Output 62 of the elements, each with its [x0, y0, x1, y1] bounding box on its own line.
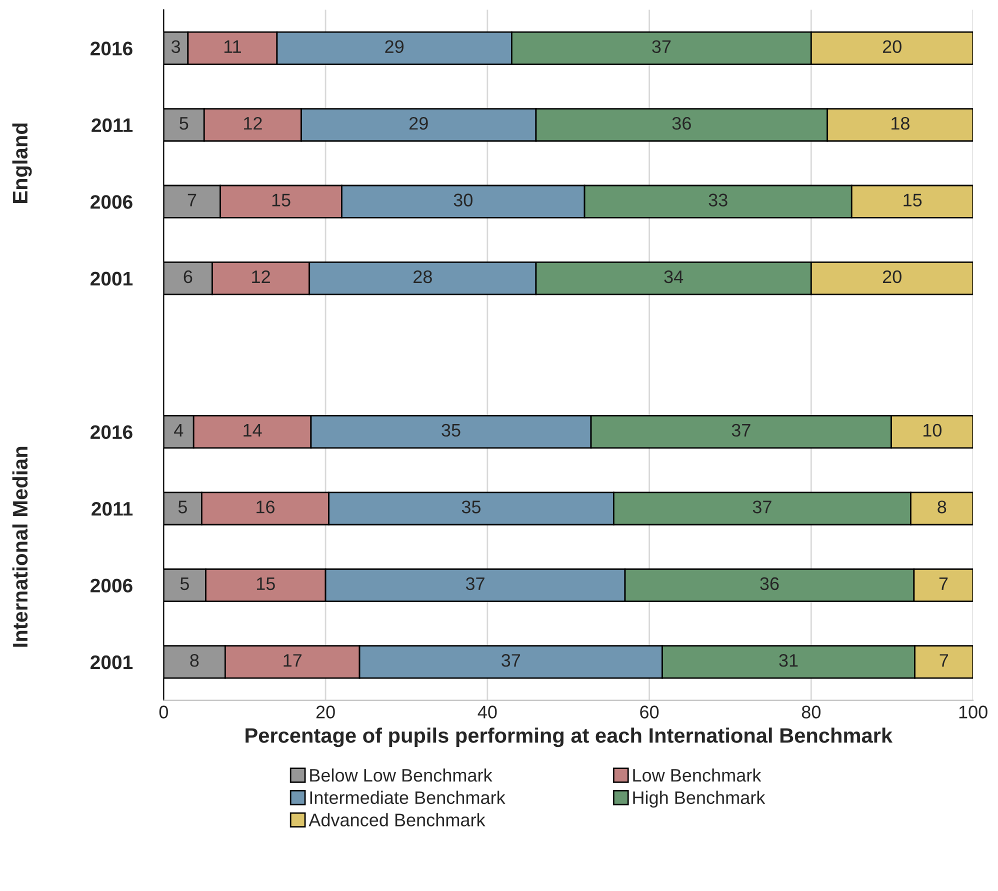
data-label: 30 — [454, 194, 472, 206]
data-label: 33 — [708, 194, 728, 206]
y-tick-label: 2001 — [90, 272, 133, 286]
data-label: 35 — [462, 500, 481, 514]
data-label: 34 — [664, 270, 684, 284]
data-label: 12 — [244, 116, 262, 130]
data-label: 20 — [882, 40, 902, 54]
data-label: 3 — [171, 40, 180, 54]
x-tick-label: 100 — [959, 706, 988, 718]
y-tick-label: 2016 — [90, 425, 132, 440]
x-tick-label: 20 — [316, 706, 335, 718]
y-tick-label: 2006 — [90, 578, 132, 592]
y-tick-label: 2011 — [92, 118, 133, 132]
data-label: 37 — [732, 424, 750, 437]
data-label: 35 — [442, 424, 460, 437]
data-label: 37 — [466, 577, 484, 590]
data-label: 36 — [760, 577, 779, 590]
data-label: 37 — [752, 500, 772, 514]
data-label: 15 — [904, 194, 922, 206]
data-label: 8 — [190, 654, 199, 667]
y-tick-label: 2016 — [90, 42, 132, 56]
data-label: 37 — [652, 40, 671, 54]
text: International Median — [12, 446, 28, 647]
data-label: 7 — [939, 577, 948, 590]
data-label: 6 — [184, 270, 192, 284]
data-label: 5 — [178, 500, 187, 514]
y-tick-label: 2006 — [90, 195, 132, 209]
data-label: 15 — [272, 194, 290, 206]
data-label: 31 — [779, 654, 798, 667]
data-label: 36 — [672, 116, 691, 130]
text: England — [12, 124, 32, 203]
x-tick-label: 60 — [640, 706, 659, 718]
legend-label: High Benchmark — [633, 790, 766, 808]
x-tick-label: 0 — [159, 706, 168, 718]
data-label: 11 — [224, 40, 241, 53]
data-label: 37 — [502, 654, 520, 667]
data-label: 7 — [940, 654, 948, 667]
legend-label: Intermediate Benchmark — [310, 790, 506, 804]
data-label: 15 — [256, 577, 275, 590]
y-tick-label: 2011 — [92, 502, 133, 516]
data-label: 29 — [409, 116, 428, 130]
y-tick-label: 2001 — [90, 655, 133, 670]
legend-label: Below Low Benchmark — [310, 768, 492, 782]
data-label: 20 — [882, 270, 902, 284]
x-tick-label: 40 — [478, 706, 497, 718]
data-label: 12 — [252, 270, 270, 284]
data-label: 5 — [180, 117, 188, 130]
legend-label: Low Benchmark — [633, 768, 762, 782]
data-label: 4 — [174, 424, 184, 436]
x-axis-title: Percentage of pupils performing at each International Benchmark — [246, 728, 893, 748]
legend-label: Advanced Benchmark — [308, 813, 486, 826]
data-label: 10 — [924, 424, 942, 437]
data-label: 8 — [938, 500, 946, 514]
data-label: 29 — [385, 40, 404, 54]
data-label: 7 — [188, 194, 196, 206]
data-label: 5 — [180, 577, 189, 590]
data-label: 28 — [414, 270, 432, 284]
data-label: 18 — [892, 116, 910, 130]
data-label: 14 — [244, 424, 262, 436]
x-tick-label: 80 — [802, 706, 821, 718]
data-label: 17 — [284, 654, 302, 667]
data-label: 16 — [256, 500, 274, 514]
